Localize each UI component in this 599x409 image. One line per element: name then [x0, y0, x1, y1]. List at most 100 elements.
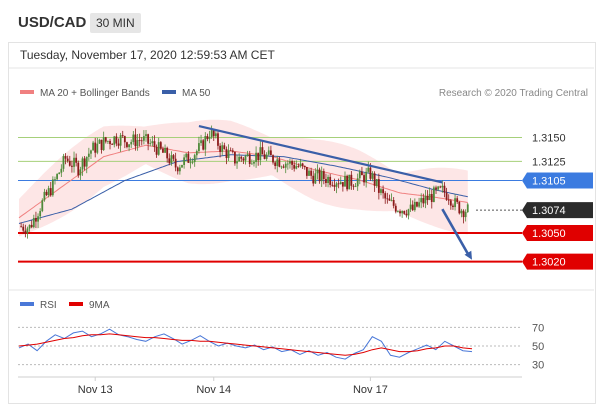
candle-body — [126, 142, 128, 148]
moving-averages — [18, 144, 468, 224]
legend-ma50-swatch — [162, 90, 176, 94]
candle-body — [119, 135, 122, 146]
candle-body — [66, 158, 69, 161]
candle-body — [113, 136, 116, 145]
candle-body — [45, 191, 48, 196]
candle-body — [369, 167, 372, 179]
candle-body — [310, 170, 313, 176]
candle-body — [64, 156, 67, 159]
candle-body — [183, 157, 186, 165]
candle-body — [462, 210, 465, 218]
candle-body — [426, 195, 429, 201]
candle-body — [445, 192, 448, 200]
projection-arrow-head — [464, 250, 472, 260]
candle-body — [253, 161, 255, 164]
ma20-line — [18, 144, 468, 219]
candle-body — [236, 161, 238, 164]
candle-body — [284, 163, 287, 168]
timestamp: Tuesday, November 17, 2020 12:59:53 AM C… — [20, 48, 275, 62]
legend-ma50-label: MA 50 — [182, 88, 211, 99]
candle-body — [428, 193, 431, 201]
candle-body — [130, 141, 133, 145]
x-tick-label: Nov 14 — [196, 384, 231, 396]
candle-body — [73, 157, 75, 167]
candle-body — [401, 210, 404, 214]
candle-body — [193, 155, 196, 162]
candle-body — [424, 195, 427, 204]
candle-body — [238, 156, 241, 162]
candle-body — [136, 140, 139, 147]
candle-body — [111, 144, 114, 145]
candle-body — [274, 162, 277, 166]
candle-body — [39, 211, 42, 217]
candle-body — [28, 224, 31, 229]
candle-body — [439, 186, 442, 188]
candle-body — [54, 179, 56, 181]
candle-body — [411, 204, 414, 211]
candle-body — [181, 164, 183, 168]
candle-body — [377, 179, 380, 193]
candle-body — [240, 156, 243, 159]
candle-body — [267, 150, 270, 155]
level-label: 1.3125 — [532, 156, 566, 168]
projection-arrow-shaft — [441, 208, 471, 257]
candle-body — [305, 167, 308, 176]
candle-body — [466, 204, 469, 212]
candle-body — [297, 166, 300, 167]
candle-body — [109, 140, 111, 145]
candle-body — [134, 134, 137, 147]
candle-body — [32, 217, 35, 228]
candle-body — [87, 153, 90, 157]
candle-body — [356, 178, 359, 187]
candle-body — [291, 161, 293, 165]
candle-body — [303, 165, 306, 168]
candle-body — [185, 153, 188, 158]
candle-body — [464, 211, 467, 218]
candle-body — [68, 160, 71, 166]
candle-body — [272, 155, 274, 163]
candle-body — [420, 198, 423, 203]
candle-body — [20, 226, 23, 228]
candle-body — [208, 137, 211, 140]
candle-body — [388, 198, 391, 201]
candle-body — [352, 185, 355, 187]
candle-body — [132, 134, 135, 142]
candle-body — [214, 133, 217, 137]
candle-body — [320, 171, 323, 182]
candle-body — [187, 153, 190, 163]
candle-body — [51, 179, 54, 196]
candle-body — [270, 150, 272, 156]
candle-body — [145, 134, 147, 137]
candle-body — [441, 185, 444, 188]
candle-body — [117, 143, 120, 146]
candle-body — [149, 143, 152, 144]
candle-body — [322, 171, 325, 179]
candle-body — [170, 155, 173, 164]
legend-ma20-swatch — [20, 90, 34, 94]
candle-body — [157, 142, 160, 155]
candle-body — [115, 136, 118, 144]
candle-body — [138, 140, 141, 141]
header: USD/CAD 30 MIN — [0, 0, 599, 44]
rsi-tick-label: 70 — [532, 322, 544, 334]
candle-body — [295, 166, 298, 169]
candle-body — [394, 205, 397, 212]
candle-body — [286, 163, 289, 165]
candle-body — [318, 169, 321, 182]
candle-body — [62, 156, 65, 169]
candle-body — [189, 162, 192, 164]
candle-body — [178, 167, 181, 172]
candle-body — [265, 154, 268, 159]
candle-body — [164, 147, 166, 153]
candle-body — [200, 140, 202, 144]
candle-body — [259, 147, 262, 161]
candle-body — [367, 167, 370, 172]
candle-body — [100, 139, 103, 150]
candle-body — [314, 173, 317, 184]
candle-body — [392, 199, 395, 206]
candle-body — [172, 155, 175, 159]
candle-body — [407, 209, 410, 216]
timeframe-badge[interactable]: 30 MIN — [90, 13, 141, 33]
candle-body — [71, 165, 73, 167]
